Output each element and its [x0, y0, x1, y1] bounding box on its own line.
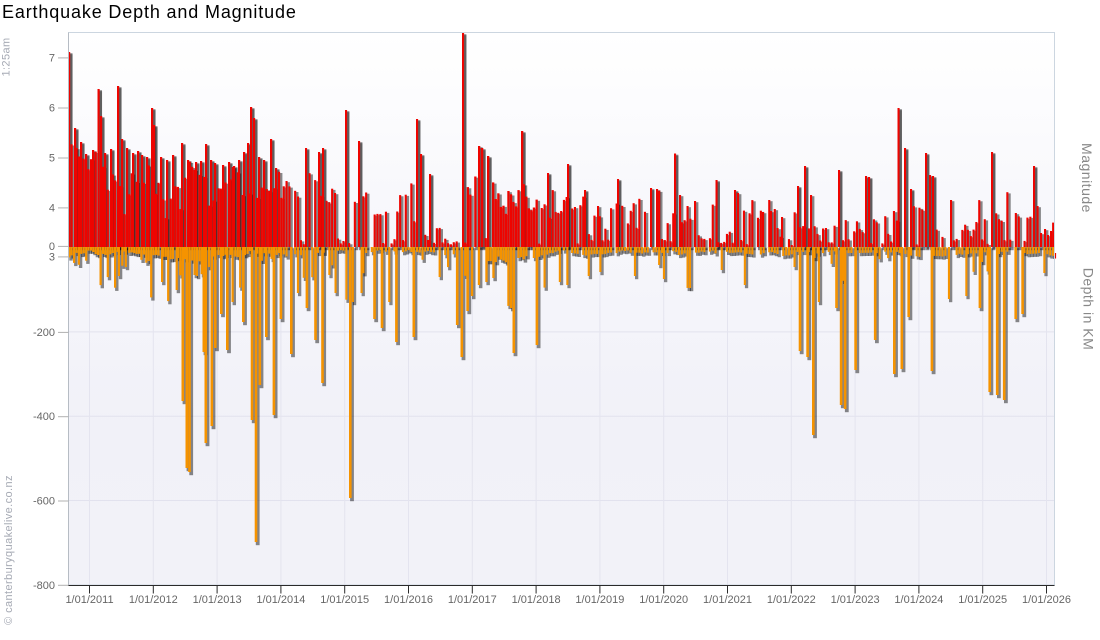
svg-text:-200: -200	[33, 327, 55, 339]
svg-text:6: 6	[49, 103, 55, 115]
svg-text:3: 3	[49, 251, 55, 263]
svg-text:1/01/2014: 1/01/2014	[256, 594, 305, 606]
svg-text:5: 5	[49, 153, 55, 165]
svg-text:1/01/2013: 1/01/2013	[193, 594, 242, 606]
svg-text:4: 4	[49, 202, 55, 214]
svg-text:1/01/2016: 1/01/2016	[384, 594, 433, 606]
svg-text:1/01/2015: 1/01/2015	[320, 594, 369, 606]
svg-text:1/01/2026: 1/01/2026	[1022, 594, 1071, 606]
svg-text:-400: -400	[33, 411, 55, 423]
svg-text:1/01/2019: 1/01/2019	[575, 594, 624, 606]
svg-text:1/01/2022: 1/01/2022	[767, 594, 816, 606]
svg-text:1/01/2024: 1/01/2024	[894, 594, 943, 606]
svg-text:1/01/2012: 1/01/2012	[129, 594, 178, 606]
svg-text:7: 7	[49, 52, 55, 64]
svg-text:1/01/2017: 1/01/2017	[448, 594, 497, 606]
svg-text:1/01/2020: 1/01/2020	[639, 594, 688, 606]
svg-text:0: 0	[49, 241, 55, 253]
svg-text:1/01/2023: 1/01/2023	[831, 594, 880, 606]
svg-text:1/01/2021: 1/01/2021	[703, 594, 752, 606]
svg-text:-800: -800	[33, 580, 55, 592]
svg-text:1/01/2018: 1/01/2018	[512, 594, 561, 606]
svg-text:1/01/2011: 1/01/2011	[65, 594, 113, 606]
svg-text:-600: -600	[33, 496, 55, 508]
svg-text:1/01/2025: 1/01/2025	[958, 594, 1007, 606]
